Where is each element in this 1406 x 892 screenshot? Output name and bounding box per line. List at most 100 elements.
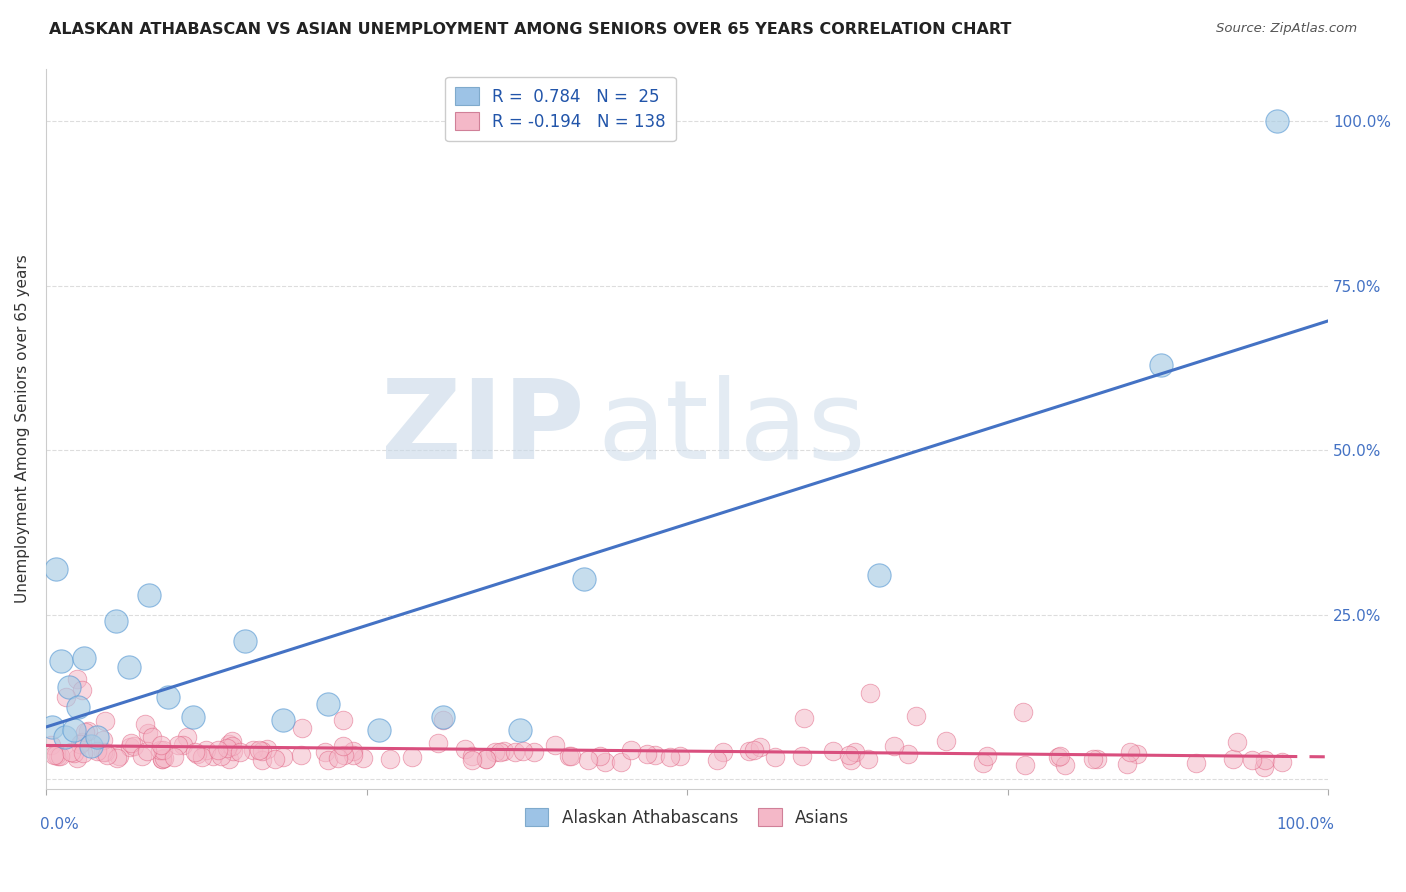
Point — [152, 742, 174, 756]
Point — [63, 746, 86, 760]
Point — [94, 714, 117, 728]
Point — [636, 747, 658, 761]
Point — [66, 700, 89, 714]
Point — [1185, 756, 1208, 771]
Point — [461, 752, 484, 766]
Point — [41, 720, 63, 734]
Point — [1085, 752, 1108, 766]
Point — [1265, 114, 1288, 128]
Point — [150, 752, 173, 766]
Point — [378, 752, 401, 766]
Point — [105, 751, 128, 765]
Point — [1046, 750, 1069, 764]
Point — [523, 745, 546, 759]
Point — [221, 739, 243, 753]
Point — [748, 740, 770, 755]
Point — [1226, 735, 1249, 749]
Point — [120, 736, 142, 750]
Point — [45, 747, 67, 762]
Point — [492, 744, 515, 758]
Point — [118, 740, 141, 755]
Point — [48, 749, 70, 764]
Point — [1014, 758, 1036, 772]
Point — [48, 748, 70, 763]
Point — [233, 634, 256, 648]
Point — [66, 751, 89, 765]
Point — [247, 743, 270, 757]
Point — [149, 743, 172, 757]
Point — [1253, 760, 1275, 774]
Point — [1222, 752, 1244, 766]
Point — [156, 690, 179, 704]
Point — [76, 724, 98, 739]
Y-axis label: Unemployment Among Seniors over 65 years: Unemployment Among Seniors over 65 years — [15, 254, 30, 603]
Point — [264, 752, 287, 766]
Point — [352, 751, 374, 765]
Point — [1126, 747, 1149, 761]
Point — [1049, 748, 1071, 763]
Point — [256, 741, 278, 756]
Point — [242, 743, 264, 757]
Text: Source: ZipAtlas.com: Source: ZipAtlas.com — [1216, 22, 1357, 36]
Point — [172, 739, 194, 753]
Point — [138, 588, 160, 602]
Point — [706, 753, 728, 767]
Point — [668, 749, 690, 764]
Point — [186, 747, 208, 761]
Point — [543, 738, 565, 752]
Point — [131, 748, 153, 763]
Point — [593, 755, 616, 769]
Text: 100.0%: 100.0% — [1277, 817, 1334, 832]
Point — [578, 753, 600, 767]
Point — [201, 749, 224, 764]
Point — [184, 745, 207, 759]
Point — [744, 743, 766, 757]
Text: 0.0%: 0.0% — [39, 817, 79, 832]
Point — [72, 735, 94, 749]
Point — [589, 749, 612, 764]
Point — [509, 723, 531, 737]
Point — [332, 714, 354, 728]
Point — [841, 753, 863, 767]
Point — [972, 756, 994, 770]
Point — [150, 752, 173, 766]
Point — [838, 748, 860, 763]
Point — [763, 750, 786, 764]
Point — [610, 755, 633, 769]
Point — [557, 749, 579, 764]
Point — [91, 745, 114, 759]
Point — [91, 733, 114, 747]
Point — [59, 745, 82, 759]
Point — [42, 748, 65, 763]
Point — [976, 749, 998, 764]
Point — [432, 713, 454, 727]
Point — [475, 751, 498, 765]
Point — [218, 737, 240, 751]
Point — [488, 745, 510, 759]
Point — [1241, 753, 1264, 767]
Point — [134, 717, 156, 731]
Text: ZIP: ZIP — [381, 376, 585, 483]
Point — [1254, 753, 1277, 767]
Point — [75, 725, 97, 739]
Point — [316, 697, 339, 711]
Point — [250, 753, 273, 767]
Point — [427, 736, 450, 750]
Point — [823, 744, 845, 758]
Point — [207, 743, 229, 757]
Point — [1115, 757, 1137, 772]
Point — [183, 710, 205, 724]
Point — [45, 562, 67, 576]
Point — [163, 749, 186, 764]
Point — [190, 750, 212, 764]
Point — [935, 734, 957, 748]
Point — [314, 744, 336, 758]
Point — [221, 744, 243, 758]
Point — [94, 745, 117, 759]
Point — [108, 748, 131, 763]
Point — [326, 751, 349, 765]
Point — [620, 743, 643, 757]
Point — [58, 680, 80, 694]
Point — [195, 743, 218, 757]
Point — [1083, 751, 1105, 765]
